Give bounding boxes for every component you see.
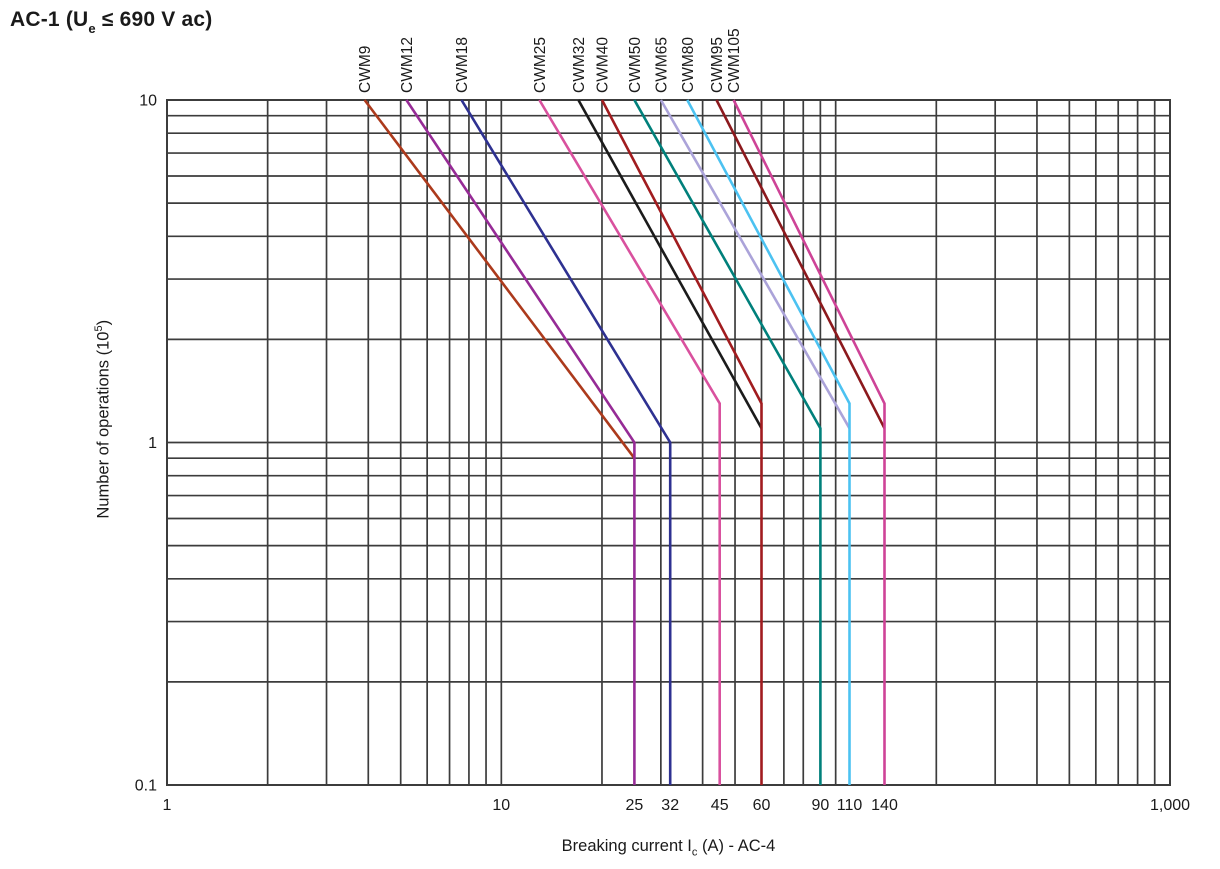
x-tick-label-10: 10 [492,797,510,814]
series-label-cwm80: CWM80 [680,37,697,93]
series-line-cwm12 [405,99,636,785]
series-line-cwm105 [732,99,886,785]
series-line-cwm95 [715,99,886,429]
series-label-cwm105: CWM105 [726,28,743,93]
series-label-cwm95: CWM95 [709,37,726,93]
y-axis-title: Number of operations (105) [93,274,114,564]
series-label-cwm12: CWM12 [399,37,416,93]
x-tick-label-90: 90 [812,797,830,814]
x-tick-label-60: 60 [753,797,771,814]
series-label-cwm9: CWM9 [357,46,374,93]
y-axis-title-prefix: Number of operations (10 [94,331,113,519]
y-tick-label-1: 1 [148,435,157,452]
y-tick-label-0.1: 0.1 [135,778,157,795]
page-title: AC-1 (Ue ≤ 690 V ac) [10,8,213,37]
series-line-cwm32 [577,99,763,429]
series-label-cwm25: CWM25 [532,37,549,93]
page-title-prefix: AC-1 (U [10,8,89,31]
series-label-cwm18: CWM18 [454,37,471,93]
series-label-cwm40: CWM40 [595,37,612,93]
series-line-cwm25 [538,99,722,785]
x-tick-label-45: 45 [711,797,729,814]
series-line-cwm80 [686,99,851,785]
page-title-suffix: ≤ 690 V ac) [95,8,213,31]
page-title-subscript: e [88,21,96,37]
x-tick-label-140: 140 [871,797,898,814]
x-tick-label-25: 25 [626,797,644,814]
y-axis-title-superscript: 5 [92,325,105,332]
x-axis-title: Breaking current Ic (A) - AC-4 [167,837,1170,858]
x-tick-label-32: 32 [661,797,679,814]
x-tick-label-1: 1 [163,797,172,814]
x-axis-title-suffix: (A) - AC-4 [697,837,776,855]
series-line-cwm40 [600,99,763,785]
x-tick-label-110: 110 [837,797,863,814]
plot-border [166,99,1171,786]
x-tick-label-1000: 1,000 [1150,797,1190,814]
series-label-cwm50: CWM50 [627,37,644,93]
y-axis-title-suffix: ) [94,319,113,326]
series-line-cwm50 [633,99,822,785]
series-label-cwm65: CWM65 [653,37,670,93]
series-line-cwm9 [363,99,636,459]
x-axis-title-prefix: Breaking current I [561,837,692,855]
series-line-cwm18 [460,99,672,785]
x-axis-title-subscript: c [691,846,698,859]
y-tick-label-10: 10 [139,93,157,110]
series-label-cwm32: CWM32 [571,37,588,93]
series-line-cwm65 [659,99,851,429]
